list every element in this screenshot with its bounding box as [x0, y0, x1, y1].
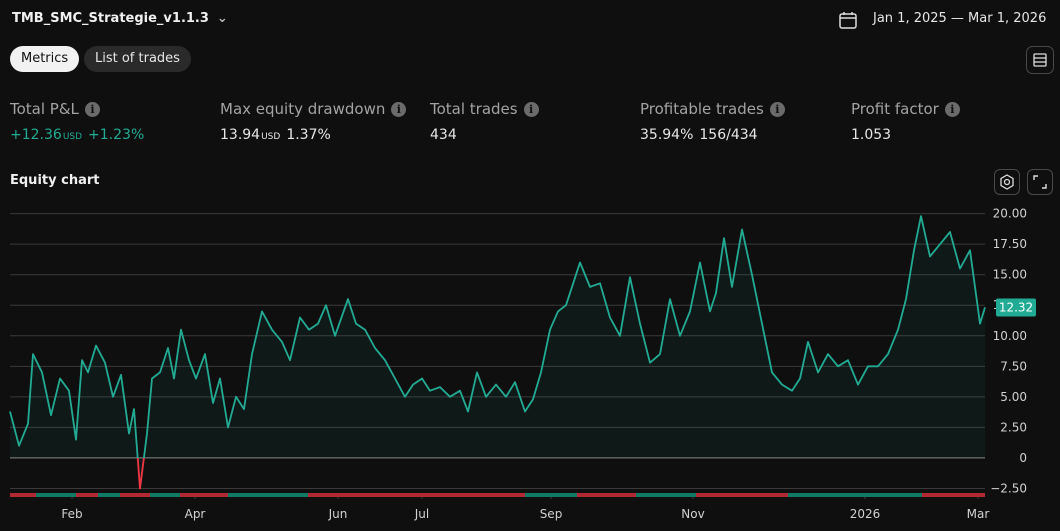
metric: Total P&L i +12.36USD +1.23% [10, 100, 144, 143]
info-icon[interactable]: i [391, 101, 407, 117]
y-tick-label: 0 [1019, 451, 1027, 465]
metric-name: Profitable trades [640, 100, 764, 118]
y-tick-label: 5.00 [1000, 390, 1027, 404]
x-tick-label: Sep [540, 507, 563, 521]
x-tick-label: Feb [61, 507, 82, 521]
metric-value: 1.053 [851, 127, 960, 143]
tab-metrics[interactable]: Metrics [10, 46, 80, 72]
trade-strip [10, 493, 985, 497]
strategy-title: TMB_SMC_Strategie_v1.1.3 [12, 11, 209, 26]
metric-value: +12.36USD +1.23% [10, 127, 144, 143]
y-tick-label: 2.50 [1000, 420, 1027, 434]
y-tick-label: 20.00 [993, 207, 1027, 221]
y-tick-label: 17.50 [993, 237, 1027, 251]
x-tick-label: Jun [328, 507, 348, 521]
change: 1.37% [286, 127, 331, 143]
equity-title: Equity chart [10, 173, 100, 188]
metric: Profitable trades i 35.94% 156/434 [640, 100, 785, 143]
menu-button[interactable] [1026, 46, 1054, 74]
info-icon[interactable]: i [523, 101, 539, 117]
expand-button[interactable] [1027, 169, 1053, 195]
unit: USD [261, 132, 281, 142]
value: +12.36 [10, 127, 62, 143]
equity-line [9, 215, 986, 490]
y-tick-label: 15.00 [993, 268, 1027, 282]
change: 156/434 [699, 127, 758, 143]
x-tick-label: Nov [681, 507, 704, 521]
metric-label: Total P&L i [10, 100, 144, 118]
unit: USD [62, 132, 83, 142]
x-tick-label: Jul [414, 507, 429, 521]
metric: Total trades i 434 [430, 100, 539, 143]
metric-name: Total P&L [10, 100, 79, 118]
change: +1.23% [88, 127, 145, 143]
metric-label: Max equity drawdown i [220, 100, 407, 118]
value: 13.94 [220, 127, 261, 143]
metric-name: Max equity drawdown [220, 100, 386, 118]
metric: Profit factor i 1.053 [851, 100, 960, 143]
value: 35.94% [640, 127, 694, 143]
chevron: ⌄ [216, 11, 228, 26]
y-tick-label: 10.00 [993, 329, 1027, 343]
metric-label: Total trades i [430, 100, 539, 118]
x-tick-label: 2026 [850, 507, 881, 521]
last-value-label: 12.32 [999, 300, 1033, 314]
value: 1.053 [851, 127, 892, 143]
metric-label: Profit factor i [851, 100, 960, 118]
info-icon[interactable]: i [769, 101, 785, 117]
last-value-badge [996, 298, 1036, 317]
info-icon[interactable]: i [944, 101, 960, 117]
metric-name: Total trades [430, 100, 518, 118]
settings-button[interactable] [994, 169, 1020, 195]
equity-area [10, 216, 985, 489]
metric: Max equity drawdown i 13.94USD 1.37% [220, 100, 407, 143]
metric-label: Profitable trades i [640, 100, 785, 118]
y-tick-label: 7.50 [1000, 359, 1027, 373]
tab-trades[interactable]: List of trades [84, 46, 191, 72]
metric-value: 35.94% 156/434 [640, 127, 785, 143]
calendar-icon[interactable] [838, 10, 858, 30]
strategy-name[interactable]: TMB_SMC_Strategie_v1.1.3 ⌄ [12, 11, 228, 26]
info-icon[interactable]: i [84, 101, 100, 117]
date-range[interactable]: Jan 1, 2025 — Mar 1, 2026 [873, 11, 1047, 26]
metric-value: 434 [430, 127, 539, 143]
metric-value: 13.94USD 1.37% [220, 127, 406, 143]
value: 434 [430, 127, 457, 143]
x-tick-label: Apr [185, 507, 206, 521]
metric-name: Profit factor [851, 100, 939, 118]
y-tick-label: −2.50 [990, 481, 1027, 495]
x-tick-label: Mar [967, 507, 990, 521]
